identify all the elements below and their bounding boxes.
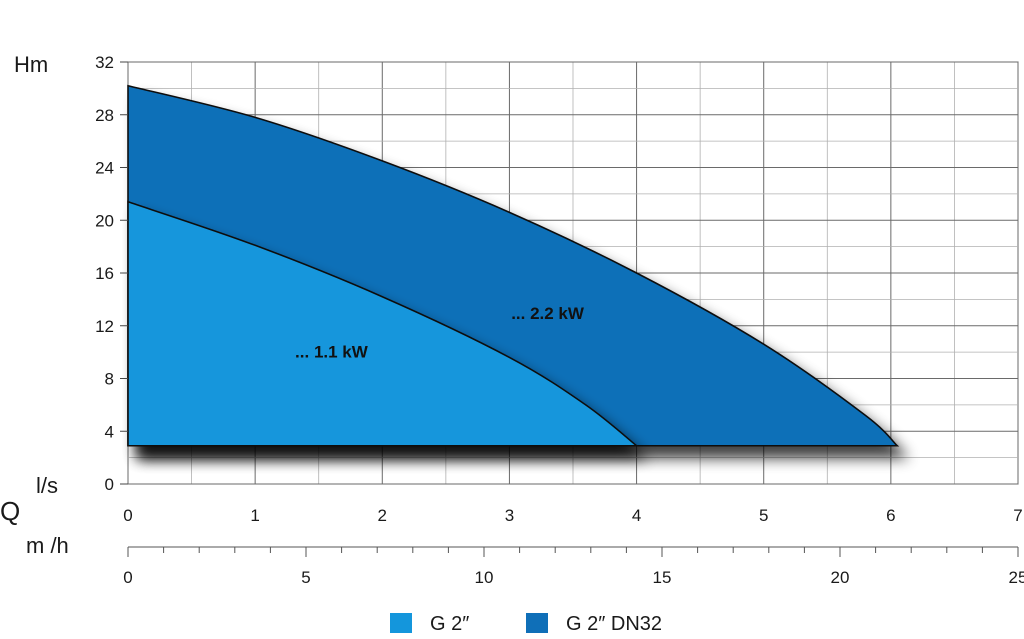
y-tick-label: 8 [105,370,114,389]
legend: G 2″ G 2″ DN32 [390,613,662,635]
y-axis-label: Hm [14,52,48,77]
x-axis-ls-unit-label: l/s [36,473,58,498]
y-tick-label: 12 [95,317,114,336]
y-tick-label: 32 [95,53,114,72]
y-tick-label: 4 [105,422,114,441]
x-m3h-tick-label: 20 [831,568,850,587]
y-tick-label: 28 [95,106,114,125]
performance-area-1 [127,200,639,447]
x-axis-cubic-meters-per-hour: 0 5 10 15 20 25 [123,546,1024,587]
legend-label-g2-dn32: G 2″ DN32 [566,613,662,635]
x-m3h-tick-label: 5 [301,568,310,587]
power-annotation-0: ... 2.2 kW [511,304,585,323]
y-tick-label: 0 [105,475,114,494]
y-tick-label: 24 [95,159,114,178]
q-label: Q [0,496,20,526]
x-axis-liters-per-second: 0 1 2 3 4 5 6 7 [123,506,1022,525]
x-m3h-tick-label: 25 [1009,568,1024,587]
x-m3h-tick-label: 0 [123,568,132,587]
x-ls-tick-label: 4 [632,506,641,525]
x-ls-tick-label: 0 [123,506,132,525]
x-ls-tick-label: 7 [1013,506,1022,525]
x-m3h-tick-label: 10 [475,568,494,587]
legend-label-g2: G 2″ [430,613,469,635]
x-m3h-tick-label: 15 [653,568,672,587]
performance-areas: ... 2.2 kW ... 1.1 kW [127,84,900,447]
y-tick-label: 20 [95,211,114,230]
power-annotation-1: ... 1.1 kW [295,342,369,361]
x-ls-tick-label: 2 [378,506,387,525]
x-ls-tick-label: 5 [759,506,768,525]
y-axis: 0 4 8 12 16 20 24 28 32 [95,53,128,494]
legend-swatch-g2 [390,613,412,633]
x-ls-tick-label: 3 [505,506,514,525]
x-ls-tick-label: 1 [250,506,259,525]
legend-swatch-g2-dn32 [526,613,548,633]
x-ls-tick-label: 6 [886,506,895,525]
x-axis-m3h-unit-label: m /h [26,533,69,558]
y-tick-label: 16 [95,264,114,283]
